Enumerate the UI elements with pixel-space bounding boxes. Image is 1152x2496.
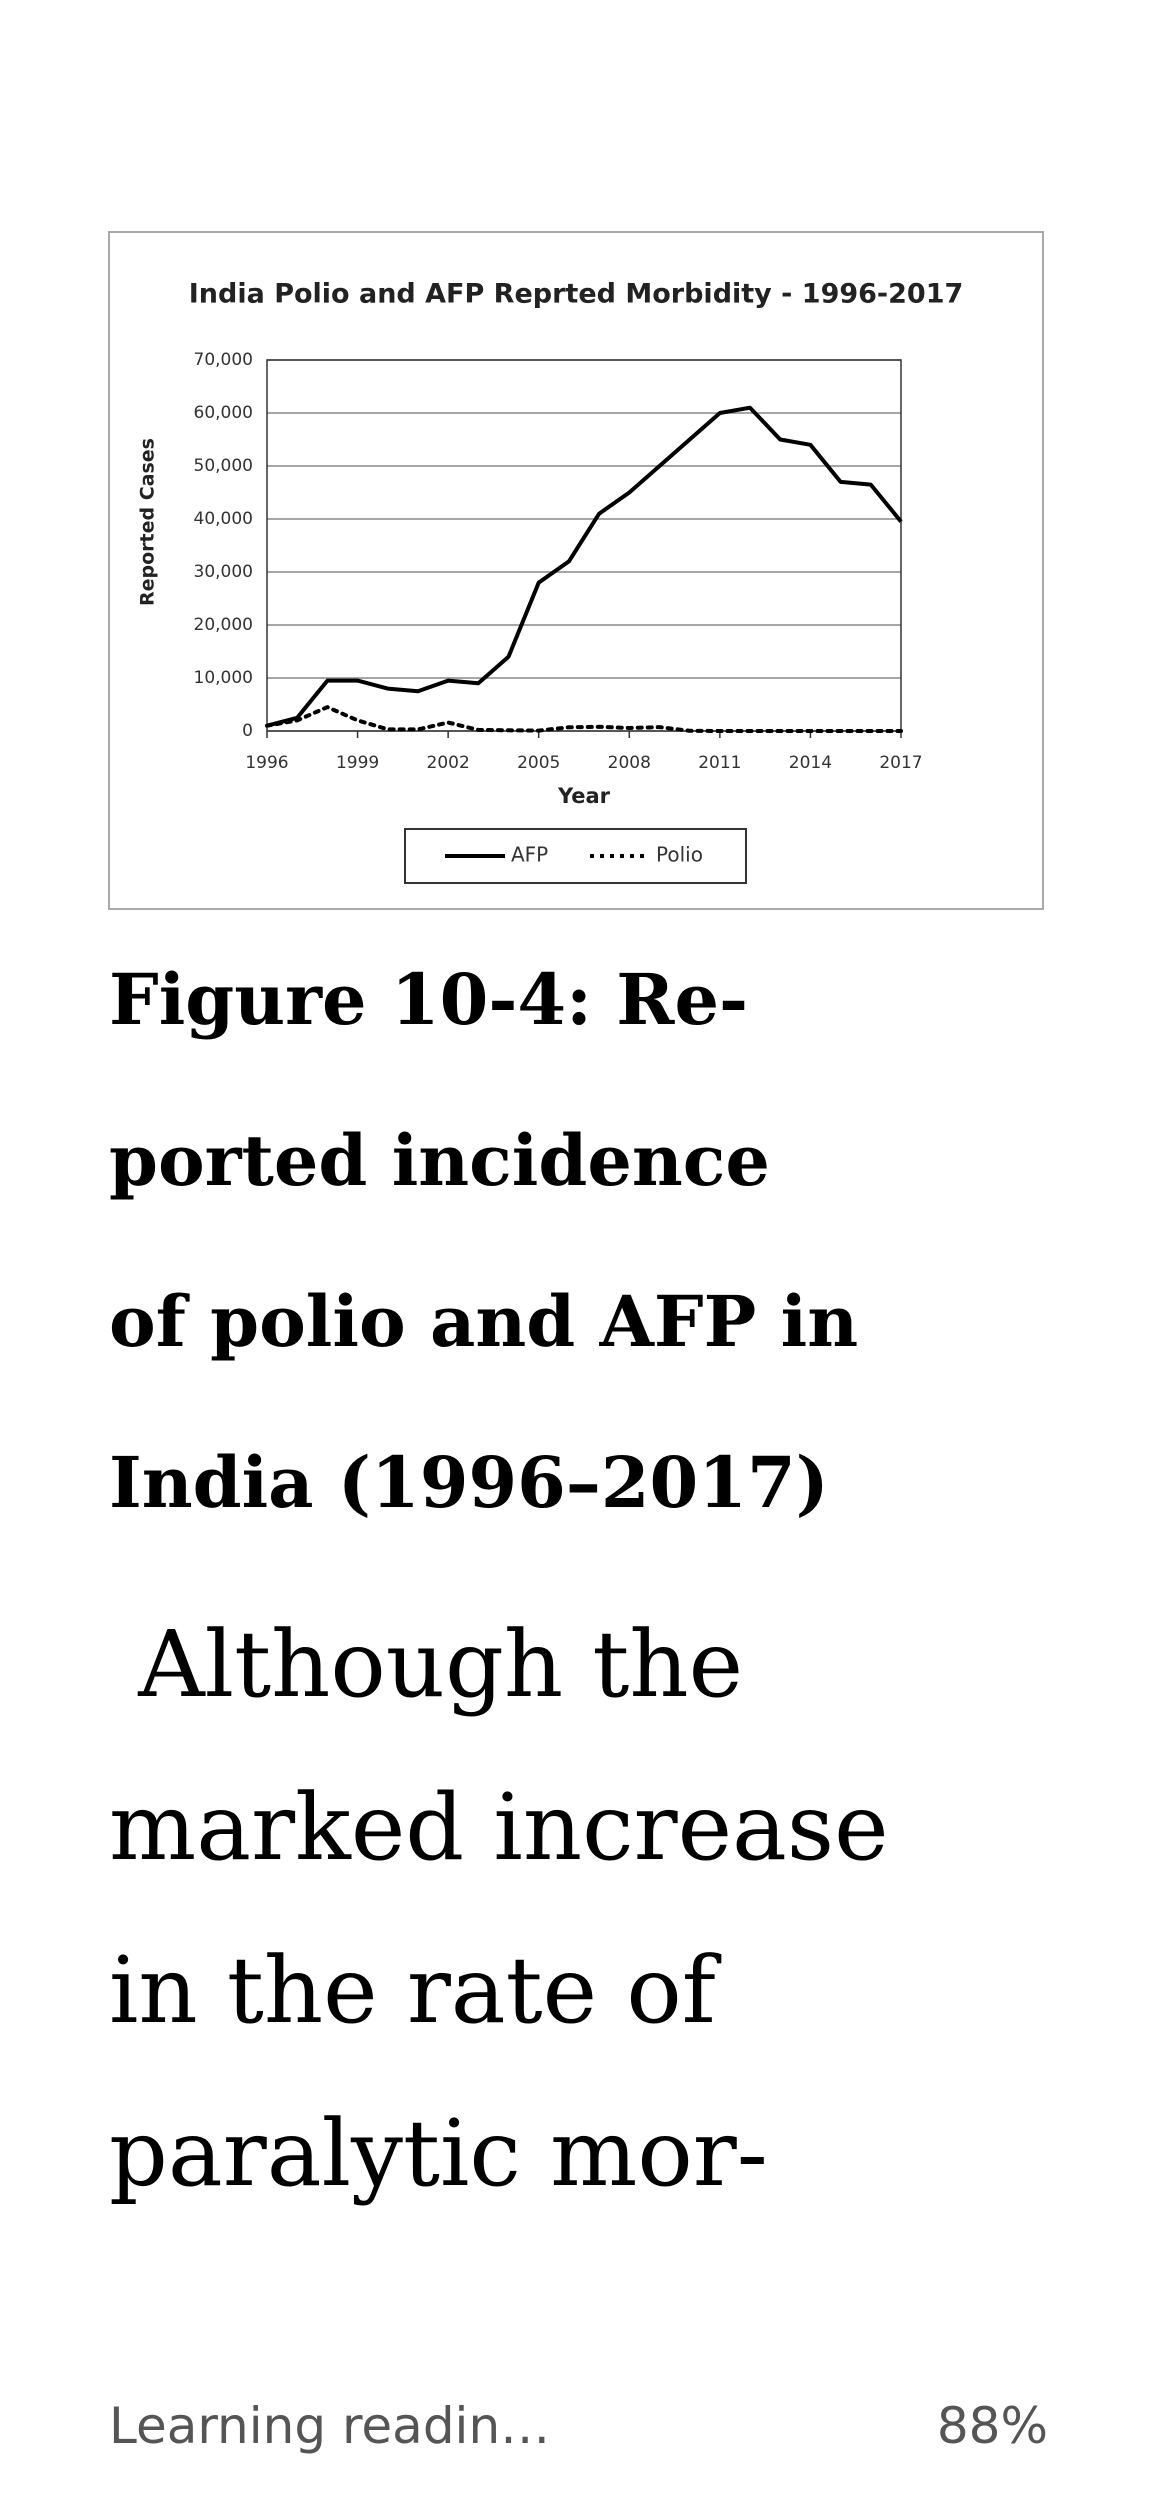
book-title: Learning readin…	[109, 2397, 550, 2455]
y-tick-label: 60,000	[194, 403, 253, 423]
y-tick-label: 70,000	[194, 350, 253, 370]
body-line: Although the	[109, 1611, 743, 1718]
body-line: in the rate of	[109, 1937, 722, 2044]
chart-title: India Polio and AFP Reprted Morbidity - …	[189, 279, 964, 310]
body-line: marked increase	[109, 1774, 889, 1881]
y-axis-label: Reported Cases	[137, 438, 159, 606]
caption-line: Figure 10-4: Re-	[109, 958, 748, 1041]
chart: 0 10,000 20,000 30,000 40,000 50,000 60,000 70,…	[194, 350, 923, 867]
y-tick-label: 50,000	[194, 456, 253, 476]
body-line: paralytic mor-	[109, 2100, 768, 2207]
x-tick-label: 1996	[245, 753, 288, 773]
x-tick-label: 1999	[336, 753, 379, 773]
legend-label: Polio	[656, 843, 703, 867]
x-tick-label: 2014	[789, 753, 832, 773]
series-line	[265, 705, 903, 733]
caption-line: ported incidence	[109, 1119, 770, 1202]
caption-line: India (1996–2017)	[109, 1441, 829, 1524]
reading-progress: 88%	[937, 2397, 1048, 2455]
x-tick-label: 2008	[608, 753, 651, 773]
series-line	[266, 405, 903, 728]
plot-frame	[266, 359, 902, 732]
legend-label: AFP	[511, 843, 548, 867]
body-text: Although the marked increase in the rate o…	[109, 1611, 889, 2207]
y-tick-label: 0	[242, 721, 253, 741]
y-tick-label: 30,000	[194, 562, 253, 582]
x-tick-label: 2005	[517, 753, 560, 773]
figure-frame	[108, 231, 1044, 910]
caption: Figure 10-4: Re-ported incidence of polio…	[109, 958, 858, 1524]
x-tick-label: 2011	[698, 753, 741, 773]
caption-line: of polio and AFP in	[109, 1280, 858, 1363]
y-tick-label: 40,000	[194, 509, 253, 529]
x-tick-label: 2017	[879, 753, 922, 773]
x-axis-label: Year	[557, 784, 611, 808]
x-tick-label: 2002	[427, 753, 470, 773]
y-tick-label: 10,000	[194, 668, 253, 688]
y-tick-label: 20,000	[194, 615, 253, 635]
